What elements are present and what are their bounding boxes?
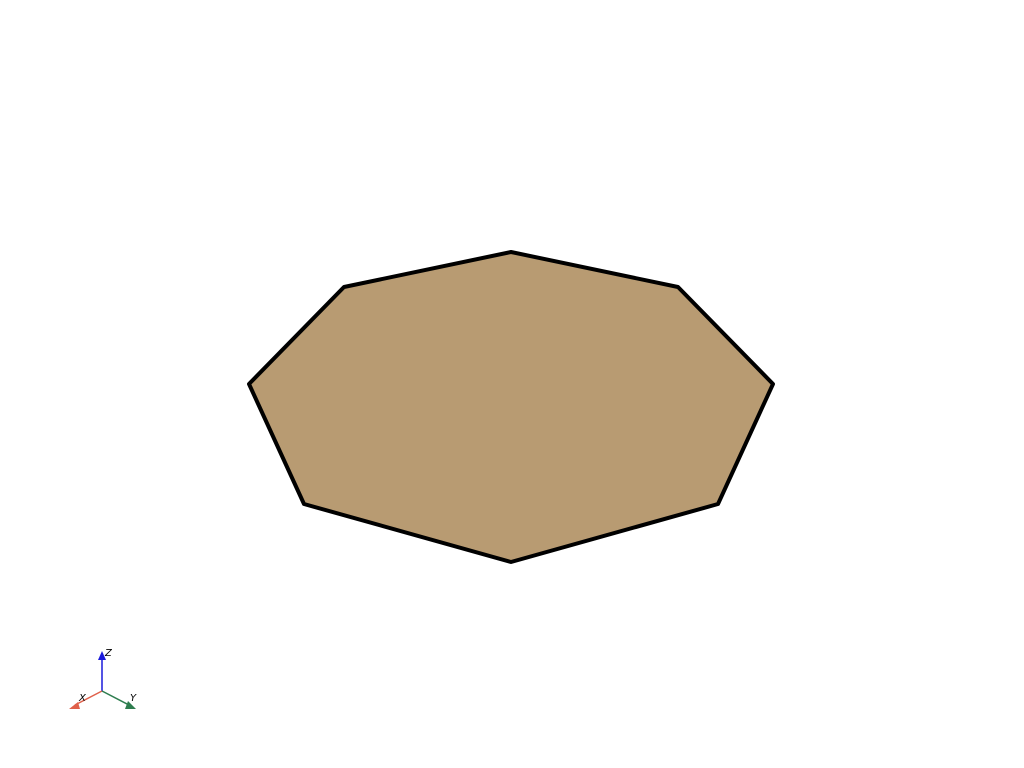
x-axis-line [74, 690, 103, 706]
y-axis-arrowhead-icon [125, 701, 136, 709]
x-axis-label: X [78, 693, 87, 704]
y-axis-label: Y [130, 693, 137, 704]
y-axis-line [101, 690, 130, 706]
octagon-shape[interactable] [247, 250, 775, 564]
z-axis-arrowhead-icon [98, 651, 106, 660]
z-axis-label: Z [104, 648, 113, 659]
x-axis-arrowhead-icon [69, 702, 80, 709]
orientation-axes-widget: Z X Y [69, 648, 137, 709]
